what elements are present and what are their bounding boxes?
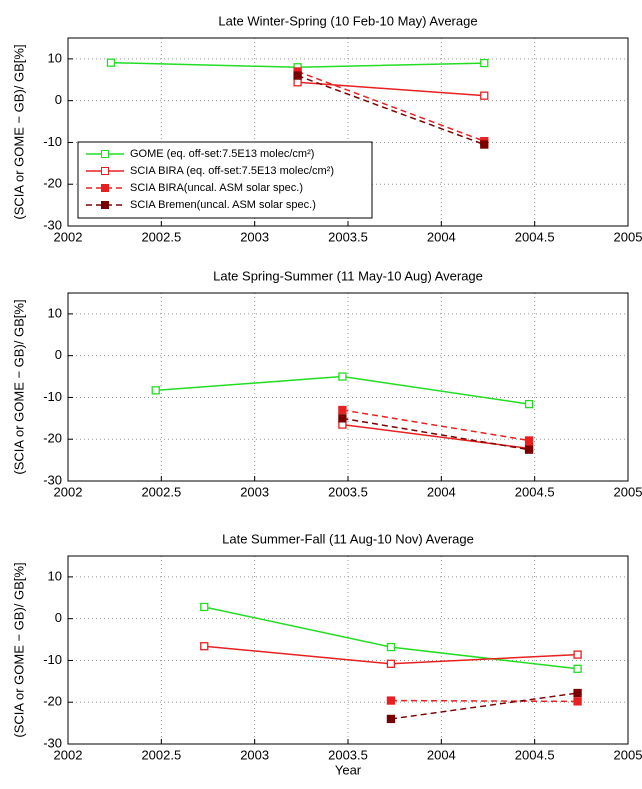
marker bbox=[573, 688, 582, 698]
marker bbox=[293, 78, 302, 87]
series-line bbox=[297, 74, 485, 146]
series-line bbox=[390, 699, 578, 703]
marker bbox=[338, 414, 347, 423]
y-tick-label: -10 bbox=[43, 134, 62, 149]
y-tick-label: 0 bbox=[55, 347, 62, 362]
marker bbox=[106, 58, 116, 67]
chart-title: Late Summer-Fall (11 Aug-10 Nov) Average bbox=[222, 531, 474, 546]
x-tick-label: 2002 bbox=[54, 484, 83, 499]
legend-box bbox=[77, 141, 373, 219]
y-tick-label: -10 bbox=[43, 652, 62, 667]
y-tick-label: 10 bbox=[48, 568, 62, 583]
series-line bbox=[342, 423, 530, 450]
series-line bbox=[297, 70, 485, 142]
legend-marker bbox=[101, 150, 109, 158]
marker bbox=[480, 91, 489, 100]
series-line bbox=[297, 81, 485, 97]
series-line bbox=[390, 692, 578, 720]
x-tick-label: 2004.5 bbox=[515, 484, 555, 499]
marker bbox=[200, 642, 209, 651]
axes-frame bbox=[67, 292, 629, 482]
y-tick-label: -20 bbox=[43, 176, 62, 191]
x-tick-label: 2003.5 bbox=[328, 484, 368, 499]
legend-marker bbox=[101, 201, 109, 209]
series-line bbox=[342, 417, 530, 451]
x-tick-label: 2003 bbox=[240, 484, 269, 499]
legend-label: SCIA BIRA(uncal. ASM solar spec.) bbox=[130, 182, 303, 194]
x-tick-label: 2002.5 bbox=[141, 229, 181, 244]
y-tick-label: 10 bbox=[48, 50, 62, 65]
y-tick-label: -30 bbox=[43, 217, 62, 232]
legend-label: SCIA BIRA (eq. off-set:7.5E13 molec/cm²) bbox=[130, 165, 334, 177]
x-tick-label: 2003.5 bbox=[328, 229, 368, 244]
marker bbox=[200, 602, 209, 612]
marker bbox=[338, 372, 347, 381]
marker bbox=[386, 659, 396, 668]
marker bbox=[573, 664, 582, 673]
x-tick-label: 2004 bbox=[427, 747, 456, 762]
marker bbox=[480, 140, 489, 149]
x-tick-label: 2005 bbox=[614, 229, 642, 244]
x-tick-label: 2005 bbox=[614, 747, 642, 762]
legend-marker bbox=[101, 184, 109, 192]
marker bbox=[524, 399, 534, 409]
marker bbox=[338, 405, 347, 415]
y-tick-label: 10 bbox=[48, 305, 62, 320]
marker bbox=[524, 436, 534, 445]
x-tick-label: 2004.5 bbox=[515, 229, 555, 244]
marker bbox=[386, 642, 396, 652]
marker bbox=[293, 71, 302, 80]
y-axis-label: (SCIA or GOME − GB)/ GB[%] bbox=[11, 562, 26, 737]
x-tick-label: 2004 bbox=[427, 484, 456, 499]
marker bbox=[480, 58, 489, 68]
y-tick-label: 0 bbox=[55, 92, 62, 107]
legend-marker bbox=[101, 167, 109, 175]
x-tick-label: 2003 bbox=[240, 229, 269, 244]
x-tick-label: 2002.5 bbox=[141, 747, 181, 762]
x-tick-label: 2003.5 bbox=[328, 747, 368, 762]
y-tick-label: -30 bbox=[43, 735, 62, 750]
y-axis-label: (SCIA or GOME − GB)/ GB[%] bbox=[11, 299, 26, 474]
y-tick-label: 0 bbox=[55, 610, 62, 625]
x-tick-label: 2002.5 bbox=[141, 484, 181, 499]
marker bbox=[386, 714, 396, 724]
x-tick-label: 2002 bbox=[54, 229, 83, 244]
chart-title: Late Spring-Summer (11 May-10 Aug) Avera… bbox=[213, 268, 483, 283]
x-tick-label: 2002 bbox=[54, 747, 83, 762]
y-tick-label: -30 bbox=[43, 472, 62, 487]
x-axis-label: Year bbox=[335, 762, 362, 777]
axes-frame bbox=[67, 37, 629, 227]
x-tick-label: 2003 bbox=[240, 747, 269, 762]
legend-label: GOME (eq. off-set:7.5E13 molec/cm²) bbox=[130, 148, 314, 160]
x-tick-label: 2004 bbox=[427, 229, 456, 244]
marker bbox=[573, 697, 582, 706]
axes-frame bbox=[67, 555, 629, 745]
y-axis-label: (SCIA or GOME − GB)/ GB[%] bbox=[11, 44, 26, 219]
marker bbox=[524, 445, 534, 454]
y-tick-label: -20 bbox=[43, 431, 62, 446]
marker bbox=[386, 696, 396, 705]
x-tick-label: 2004.5 bbox=[515, 747, 555, 762]
marker bbox=[151, 386, 160, 395]
x-tick-label: 2005 bbox=[614, 484, 642, 499]
y-tick-label: -20 bbox=[43, 694, 62, 709]
y-tick-label: -10 bbox=[43, 389, 62, 404]
chart-title: Late Winter-Spring (10 Feb-10 May) Avera… bbox=[218, 13, 477, 28]
marker bbox=[573, 650, 582, 659]
series-line bbox=[342, 409, 530, 442]
legend-label: SCIA Bremen(uncal. ASM solar spec.) bbox=[130, 199, 316, 211]
